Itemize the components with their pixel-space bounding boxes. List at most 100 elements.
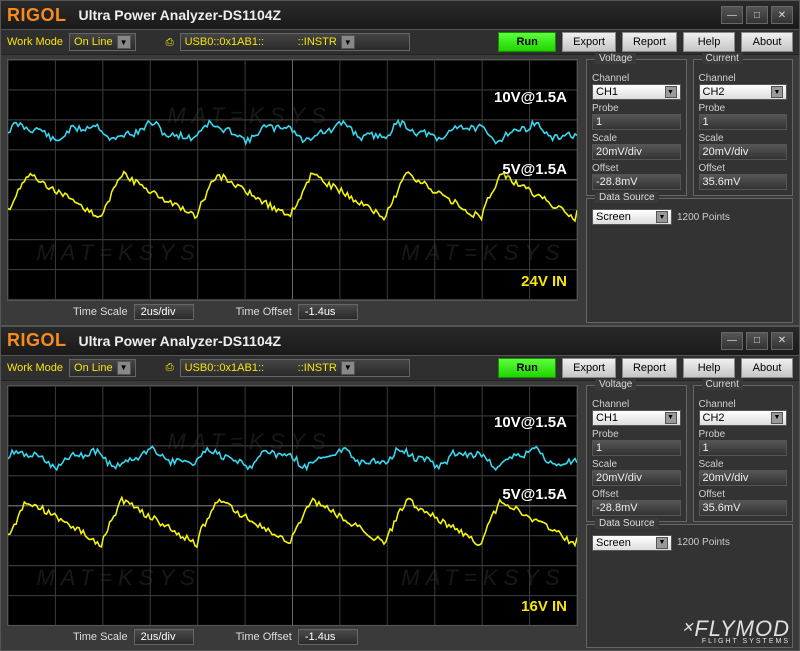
export-button[interactable]: Export [562, 358, 616, 378]
about-button[interactable]: About [741, 358, 793, 378]
chevron-down-icon: ▼ [656, 211, 668, 223]
report-button[interactable]: Report [622, 32, 677, 52]
scale-label: Scale [592, 459, 681, 470]
offset-label: Offset [699, 163, 788, 174]
channel-select[interactable]: CH2▼ [699, 84, 788, 100]
work-mode-label: Work Mode [7, 36, 63, 48]
input-voltage-label: 24V IN [521, 273, 567, 290]
offset-label: Offset [592, 489, 681, 500]
offset-value[interactable]: -28.8mV [592, 174, 681, 190]
time-scale-value[interactable]: 2us/div [134, 629, 194, 645]
titlebar: RIGOL Ultra Power Analyzer-DS1104Z—□✕ [1, 1, 799, 29]
connection-select[interactable]: USB0::0x1AB1:: ::INSTR▼ [180, 33, 410, 51]
chevron-down-icon: ▼ [341, 35, 355, 49]
brand-logo: RIGOL [7, 5, 67, 26]
trace-label-current: 5V@1.5A [502, 161, 567, 178]
trace-label-voltage: 10V@1.5A [494, 414, 567, 431]
app-title: Ultra Power Analyzer-DS1104Z [79, 333, 719, 349]
usb-icon: ⎙ [166, 362, 174, 373]
offset-label: Offset [699, 489, 788, 500]
chevron-down-icon: ▼ [117, 35, 131, 49]
work-mode-label: Work Mode [7, 362, 63, 374]
side-panel: VoltageChannelCH1▼Probe1Scale20mV/divOff… [584, 55, 799, 325]
group-title: Current [702, 379, 743, 390]
probe-label: Probe [592, 429, 681, 440]
probe-label: Probe [592, 103, 681, 114]
data-source-points: 1200 Points [677, 537, 730, 548]
probe-value[interactable]: 1 [699, 440, 788, 456]
chevron-down-icon: ▼ [341, 361, 355, 375]
time-offset-value[interactable]: -1.4us [298, 304, 358, 320]
channel-label: Channel [592, 399, 681, 410]
data-source-label: Data Source [595, 518, 659, 529]
run-button[interactable]: Run [498, 358, 556, 378]
probe-value[interactable]: 1 [699, 114, 788, 130]
probe-label: Probe [699, 429, 788, 440]
scale-value[interactable]: 20mV/div [592, 470, 681, 486]
close-button[interactable]: ✕ [771, 332, 793, 350]
toolbar: Work Mode On Line▼ ⎙ USB0::0x1AB1:: ::INSTR… [1, 355, 799, 381]
channel-label: Channel [699, 73, 788, 84]
scale-value[interactable]: 20mV/div [699, 470, 788, 486]
time-offset-value[interactable]: -1.4us [298, 629, 358, 645]
data-source-select[interactable]: Screen▼ [592, 209, 672, 225]
time-offset-label: Time Offset [236, 631, 292, 643]
scale-label: Scale [699, 459, 788, 470]
scale-value[interactable]: 20mV/div [592, 144, 681, 160]
work-mode-select[interactable]: On Line▼ [69, 359, 136, 377]
oscilloscope-display[interactable]: MAT=KSYSMAT=KSYSMAT=KSYS10V@1.5A5V@1.5A2… [7, 59, 578, 301]
close-button[interactable]: ✕ [771, 6, 793, 24]
usb-icon: ⎙ [166, 37, 174, 48]
app-title: Ultra Power Analyzer-DS1104Z [79, 7, 719, 23]
channel-label: Channel [699, 399, 788, 410]
chevron-down-icon: ▼ [117, 361, 131, 375]
group-title: Current [702, 53, 743, 64]
time-scale-value[interactable]: 2us/div [134, 304, 194, 320]
offset-label: Offset [592, 163, 681, 174]
export-button[interactable]: Export [562, 32, 616, 52]
time-scale-label: Time Scale [73, 306, 128, 318]
trace-label-voltage: 10V@1.5A [494, 89, 567, 106]
scale-label: Scale [699, 133, 788, 144]
channel-select[interactable]: CH2▼ [699, 410, 788, 426]
data-source-select[interactable]: Screen▼ [592, 535, 672, 551]
channel-select[interactable]: CH1▼ [592, 410, 681, 426]
help-button[interactable]: Help [683, 32, 735, 52]
help-button[interactable]: Help [683, 358, 735, 378]
titlebar: RIGOL Ultra Power Analyzer-DS1104Z—□✕ [1, 327, 799, 355]
side-panel: VoltageChannelCH1▼Probe1Scale20mV/divOff… [584, 381, 799, 651]
probe-value[interactable]: 1 [592, 114, 681, 130]
channel-select[interactable]: CH1▼ [592, 84, 681, 100]
offset-value[interactable]: 35.6mV [699, 500, 788, 516]
group-title: Voltage [595, 379, 636, 390]
chevron-down-icon: ▼ [656, 537, 668, 549]
brand-logo: RIGOL [7, 330, 67, 351]
offset-value[interactable]: 35.6mV [699, 174, 788, 190]
input-voltage-label: 16V IN [521, 598, 567, 615]
scale-label: Scale [592, 133, 681, 144]
app-window: RIGOL Ultra Power Analyzer-DS1104Z—□✕ Work… [0, 326, 800, 651]
offset-value[interactable]: -28.8mV [592, 500, 681, 516]
maximize-button[interactable]: □ [746, 332, 768, 350]
probe-value[interactable]: 1 [592, 440, 681, 456]
report-button[interactable]: Report [622, 358, 677, 378]
trace-label-current: 5V@1.5A [502, 486, 567, 503]
oscilloscope-display[interactable]: MAT=KSYSMAT=KSYSMAT=KSYS10V@1.5A5V@1.5A1… [7, 385, 578, 627]
probe-label: Probe [699, 103, 788, 114]
time-scale-label: Time Scale [73, 631, 128, 643]
channel-label: Channel [592, 73, 681, 84]
toolbar: Work Mode On Line▼ ⎙ USB0::0x1AB1:: ::INSTR… [1, 29, 799, 55]
maximize-button[interactable]: □ [746, 6, 768, 24]
about-button[interactable]: About [741, 32, 793, 52]
work-mode-select[interactable]: On Line▼ [69, 33, 136, 51]
data-source-label: Data Source [595, 192, 659, 203]
scale-value[interactable]: 20mV/div [699, 144, 788, 160]
app-window: RIGOL Ultra Power Analyzer-DS1104Z—□✕ Work… [0, 0, 800, 326]
run-button[interactable]: Run [498, 32, 556, 52]
connection-select[interactable]: USB0::0x1AB1:: ::INSTR▼ [180, 359, 410, 377]
minimize-button[interactable]: — [721, 6, 743, 24]
time-offset-label: Time Offset [236, 306, 292, 318]
data-source-points: 1200 Points [677, 212, 730, 223]
group-title: Voltage [595, 53, 636, 64]
minimize-button[interactable]: — [721, 332, 743, 350]
